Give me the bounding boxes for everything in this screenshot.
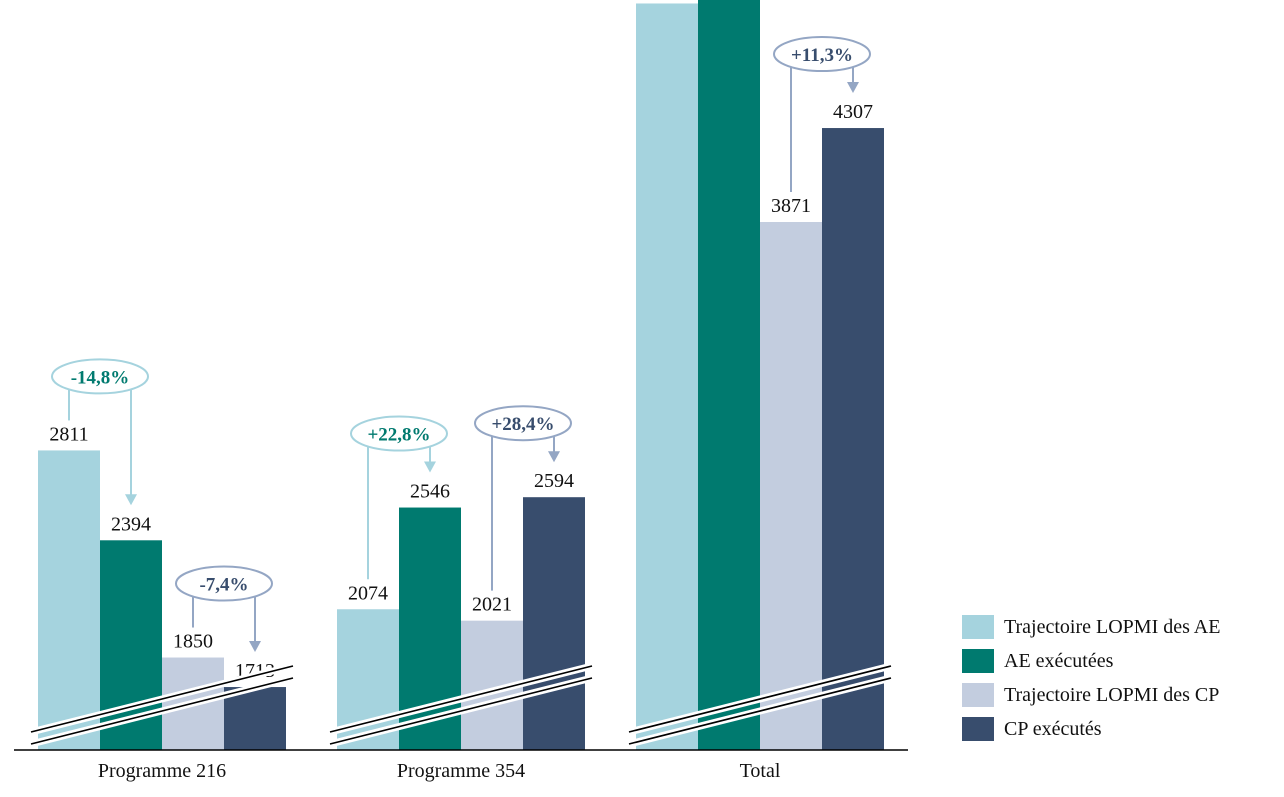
bar bbox=[636, 3, 698, 751]
axis-break-line bbox=[30, 677, 294, 745]
annotation-label: -7,4% bbox=[199, 575, 248, 596]
data-label: 2394 bbox=[111, 513, 151, 535]
axis-break-marks bbox=[30, 662, 892, 748]
bars: 2811239418501713207425462021259448854940… bbox=[38, 0, 884, 751]
axis-break-line bbox=[329, 677, 593, 745]
annotation-bubble bbox=[51, 358, 149, 395]
category-label: Total bbox=[740, 760, 781, 782]
data-label: 2021 bbox=[472, 594, 512, 616]
legend-label: AE exécutées bbox=[1004, 649, 1114, 672]
annotation-label: +11,3% bbox=[791, 45, 853, 66]
legend-swatch bbox=[962, 683, 994, 707]
legend-item: CP exécutés bbox=[962, 712, 1220, 746]
annotation-label: -14,8% bbox=[71, 367, 130, 388]
annotation-label: +22,8% bbox=[367, 425, 430, 446]
data-label: 3871 bbox=[771, 195, 811, 217]
bar bbox=[523, 497, 585, 750]
legend-label: CP exécutés bbox=[1004, 717, 1102, 740]
annotation-label: +28,4% bbox=[491, 414, 554, 435]
data-label: 2074 bbox=[348, 582, 388, 604]
annotation-arrowhead bbox=[125, 494, 137, 506]
legend-item: Trajectoire LOPMI des CP bbox=[962, 678, 1220, 712]
legend-label: Trajectoire LOPMI des CP bbox=[1004, 683, 1220, 706]
legend-swatch bbox=[962, 615, 994, 639]
annotation-bubble bbox=[175, 565, 273, 602]
axis-break-line bbox=[628, 677, 892, 745]
bar bbox=[38, 450, 100, 750]
axis-break-line bbox=[329, 665, 593, 733]
legend-item: Trajectoire LOPMI des AE bbox=[962, 610, 1220, 644]
axis-break-line bbox=[30, 665, 294, 733]
bar bbox=[698, 0, 760, 750]
bar bbox=[760, 221, 822, 750]
legend-swatch bbox=[962, 717, 994, 741]
annotation-bubble bbox=[474, 405, 572, 442]
bar bbox=[224, 687, 286, 750]
annotation-bubble bbox=[350, 415, 448, 452]
annotation-arrowhead bbox=[847, 82, 859, 94]
legend: Trajectoire LOPMI des AE AE exécutées Tr… bbox=[962, 610, 1220, 746]
legend-item: AE exécutées bbox=[962, 644, 1220, 678]
data-label: 2811 bbox=[49, 423, 88, 445]
annotation-bubble bbox=[773, 36, 871, 73]
category-label: Programme 216 bbox=[98, 760, 226, 782]
annotation-arrowhead bbox=[249, 641, 261, 653]
axis-break-line bbox=[628, 665, 892, 733]
data-label: 4307 bbox=[833, 101, 873, 123]
annotations: -14,8%-7,4%+22,8%+28,4%+1,1%+11,3% bbox=[51, 36, 871, 653]
data-label: 1850 bbox=[173, 631, 213, 653]
legend-swatch bbox=[962, 649, 994, 673]
annotation-arrowhead bbox=[548, 451, 560, 463]
legend-label: Trajectoire LOPMI des AE bbox=[1004, 615, 1221, 638]
category-labels: Programme 216 Programme 354 Total bbox=[98, 760, 781, 782]
category-label: Programme 354 bbox=[397, 760, 525, 782]
annotation-arrowhead bbox=[424, 461, 436, 473]
bar bbox=[822, 128, 884, 750]
data-label: 2546 bbox=[410, 481, 450, 503]
data-label: 2594 bbox=[534, 470, 574, 492]
